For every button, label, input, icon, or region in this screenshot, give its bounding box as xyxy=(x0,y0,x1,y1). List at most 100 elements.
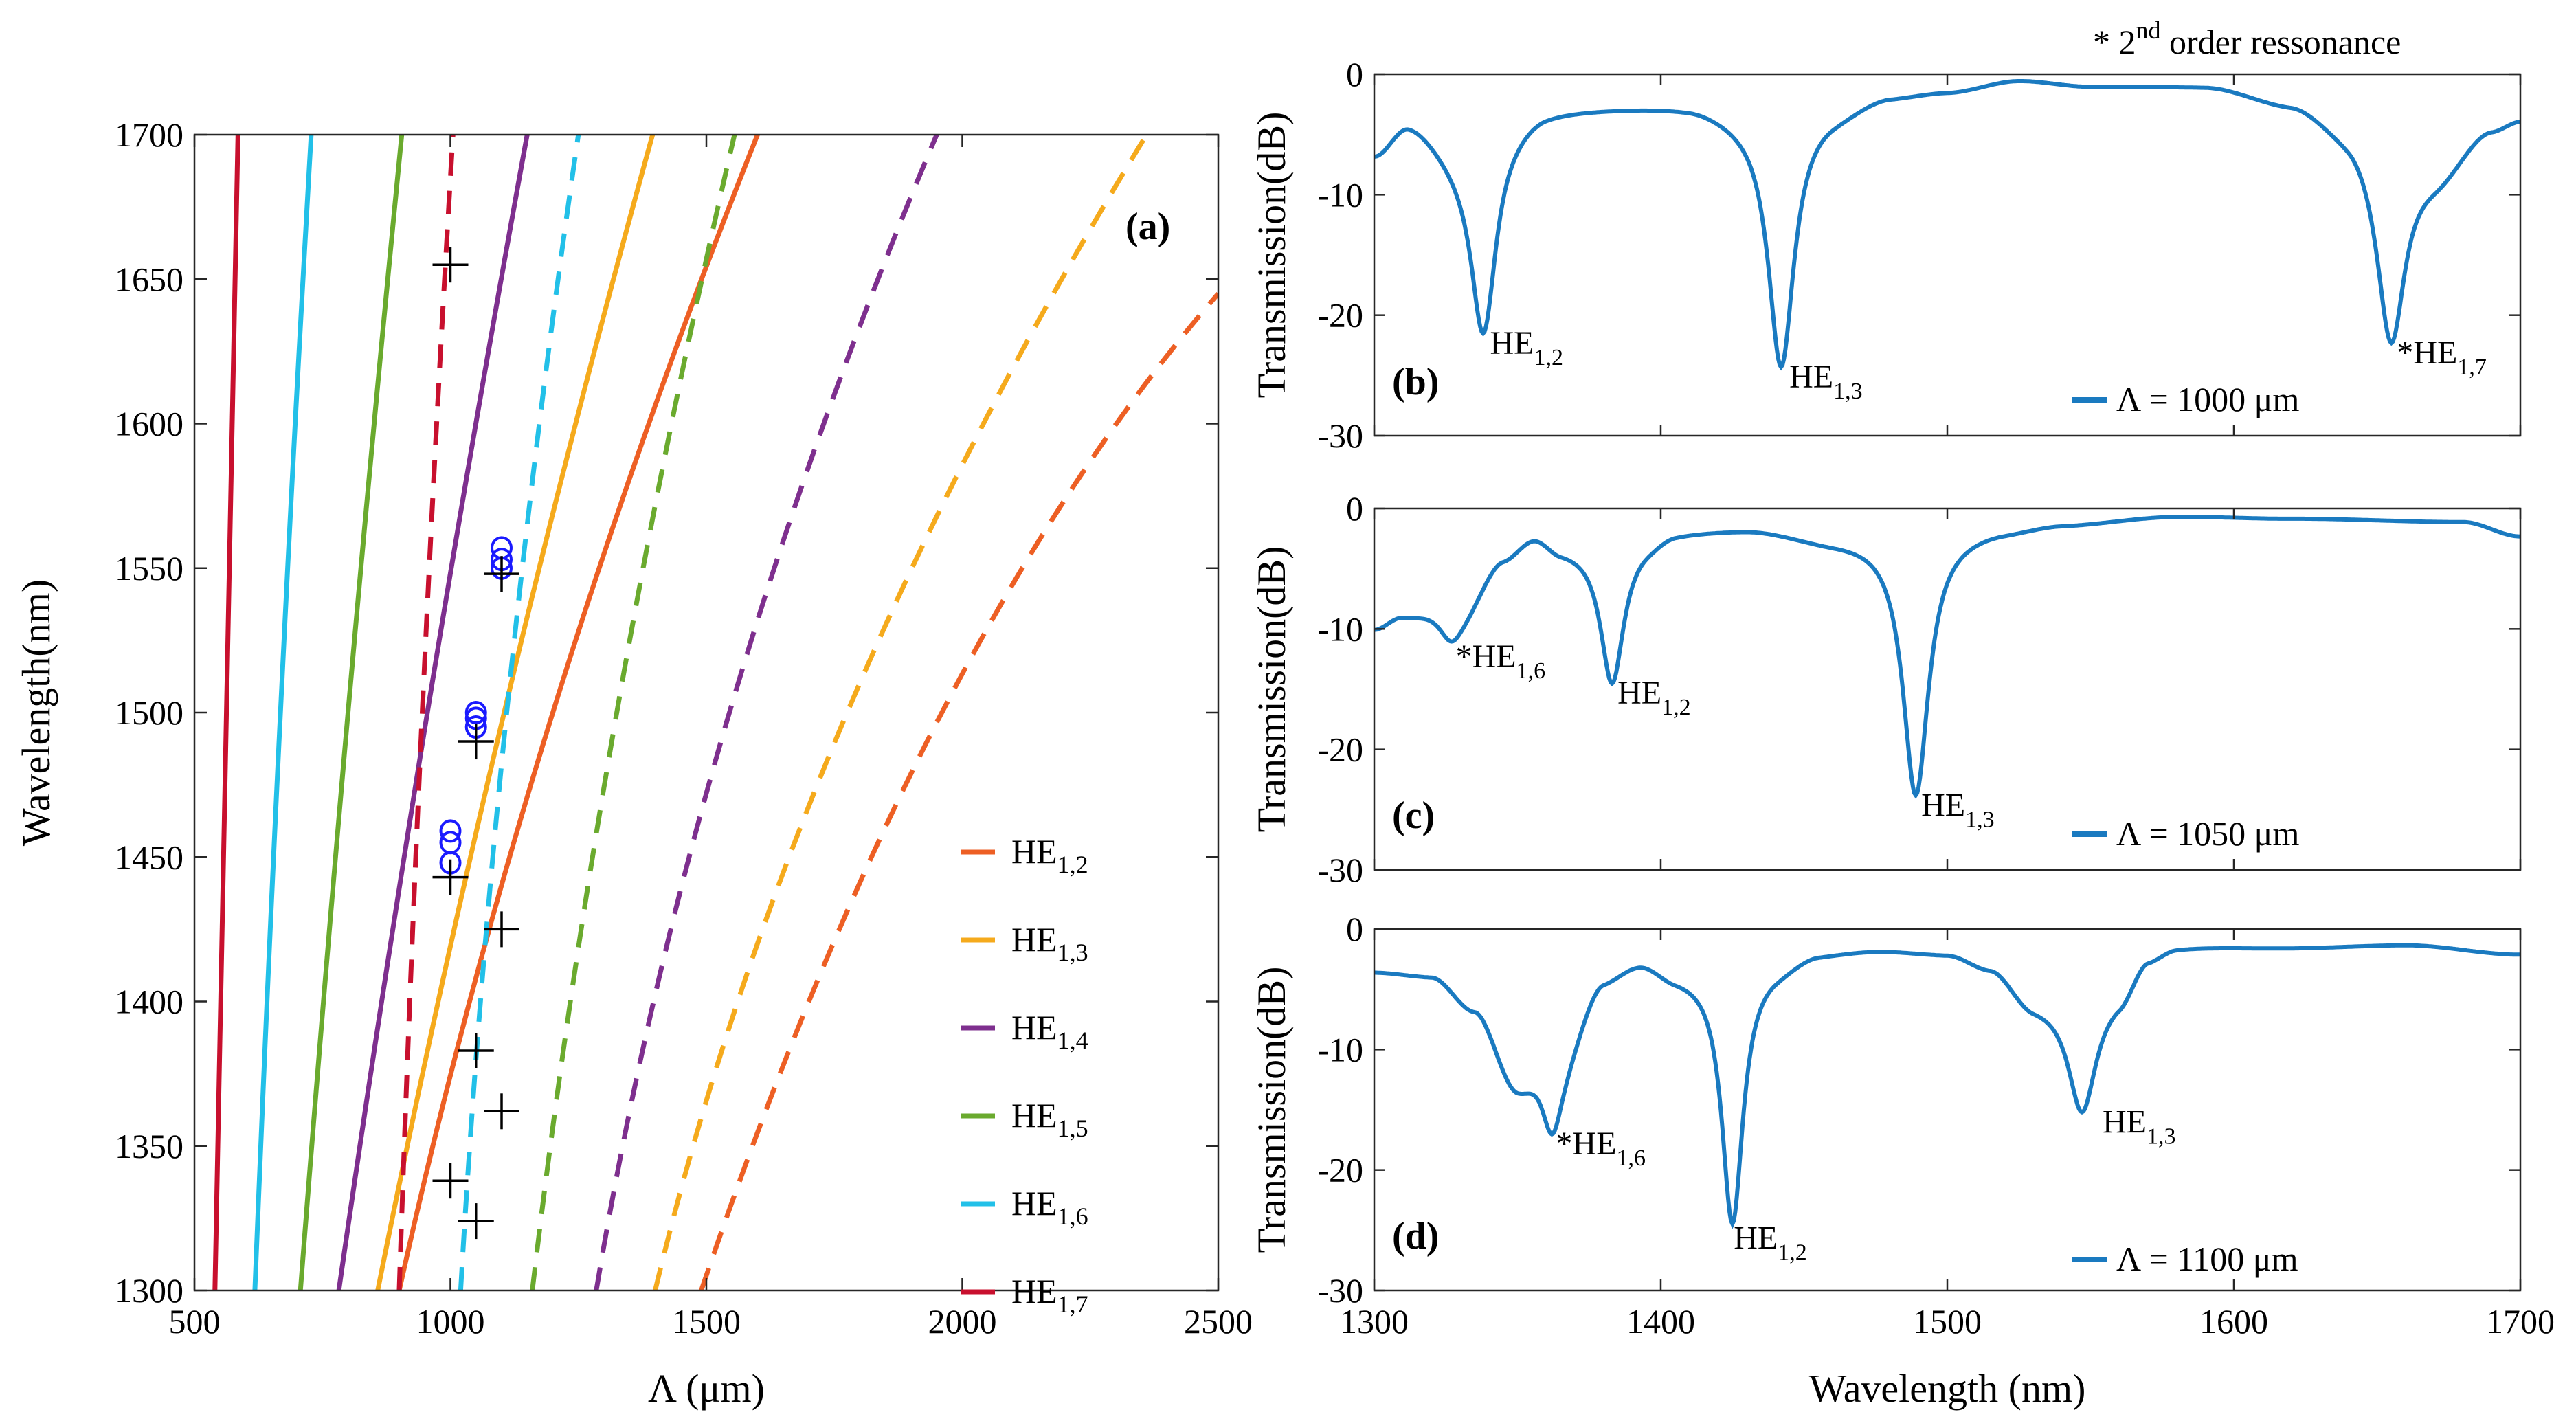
b-ytick-label-2: -20 xyxy=(1317,296,1363,335)
panel-d-transmission: 1300 1400 1500 1600 1700 0 -10 -20 -30 *HE1,6 HE1… xyxy=(1249,910,2555,1411)
a-legend-label-1: HE1,3 xyxy=(1011,920,1088,966)
a-ytick-label-8: 1700 xyxy=(115,115,183,154)
d-xtick-label-3: 1600 xyxy=(2199,1302,2268,1341)
c-dip-label-1: HE1,2 xyxy=(1617,675,1690,720)
a-xtick-label-0: 500 xyxy=(169,1302,221,1341)
a-ticks-group: 500 1000 1500 2000 2500 1300 1350 1400 1450 1500 1… xyxy=(115,115,1253,1341)
c-ytick-label-1: -10 xyxy=(1317,609,1363,648)
d-xtick-label-2: 1500 xyxy=(1913,1302,1982,1341)
c-dip-label-0: *HE1,6 xyxy=(1456,638,1545,684)
d-xtick-label-4: 1700 xyxy=(2486,1302,2555,1341)
a-legend-label-3: HE1,5 xyxy=(1011,1096,1088,1142)
a-ytick-label-4: 1500 xyxy=(115,693,183,732)
c-transmission-trace xyxy=(1374,515,2520,799)
note-suffix: order ressonance xyxy=(2161,23,2401,61)
a-cross-marker-2 xyxy=(432,1163,469,1199)
a-xtick-label-2: 1500 xyxy=(672,1302,741,1341)
b-transmission-trace xyxy=(1374,79,2520,371)
b-legend-text: Λ = 1000 μm xyxy=(2116,380,2299,418)
a-cross-marker-3 xyxy=(458,724,494,760)
b-ticks-group: 0 -10 -20 -30 xyxy=(1317,55,2522,455)
a-y-axis-label: Wavelength(nm) xyxy=(14,579,58,846)
c-ytick-label-3: -30 xyxy=(1317,851,1363,889)
a-cross-marker-4 xyxy=(458,1032,494,1068)
d-ytick-label-2: -20 xyxy=(1317,1151,1363,1189)
c-dip-labels: *HE1,6 HE1,2 HE1,3 xyxy=(1456,638,1995,832)
a-xtick-label-1: 1000 xyxy=(416,1302,485,1341)
a-panel-label: (a) xyxy=(1125,205,1170,248)
a-circle-marker-5 xyxy=(464,701,487,724)
a-legend: HE1,2 HE1,3 HE1,4 HE1,5 HE1,6 HE1,7 xyxy=(961,832,1088,1318)
a-x-axis-label: Λ (μm) xyxy=(648,1366,765,1411)
d-ytick-label-1: -10 xyxy=(1317,1030,1363,1068)
b-dip-label-0: HE1,2 xyxy=(1490,325,1563,370)
panel-c-transmission: 0 -10 -20 -30 *HE1,6 HE1,2 HE1,3 (c) Transmis… xyxy=(1249,489,2522,889)
a-curve-11 xyxy=(699,291,1218,1290)
a-ytick-label-7: 1650 xyxy=(115,260,183,298)
a-legend-label-0: HE1,2 xyxy=(1011,832,1088,878)
d-y-axis-label: Transmission(dB) xyxy=(1249,967,1294,1253)
a-curve-1 xyxy=(252,135,314,1290)
note-superscript: nd xyxy=(2136,16,2161,44)
a-legend-label-5: HE1,7 xyxy=(1011,1272,1088,1318)
a-cross-marker-7 xyxy=(484,911,519,948)
a-curve-9 xyxy=(594,135,939,1290)
a-curve-2 xyxy=(298,135,405,1290)
a-ytick-label-5: 1550 xyxy=(115,549,183,588)
b-dip-label-2: *HE1,7 xyxy=(2397,335,2486,380)
a-circle-marker-2 xyxy=(439,819,462,843)
a-curve-8 xyxy=(530,135,737,1290)
a-ytick-label-0: 1300 xyxy=(115,1271,183,1310)
a-cross-marker-8 xyxy=(484,1093,519,1130)
d-dip-labels: *HE1,6 HE1,2 HE1,3 xyxy=(1556,1104,2176,1266)
b-dip-label-1: HE1,3 xyxy=(1789,359,1862,404)
d-ticks-group: 1300 1400 1500 1600 1700 0 -10 -20 -30 xyxy=(1317,910,2555,1341)
a-ytick-label-1: 1350 xyxy=(115,1127,183,1165)
b-legend: Λ = 1000 μm xyxy=(2072,380,2299,418)
a-curves-group xyxy=(212,135,1218,1290)
a-ytick-label-6: 1600 xyxy=(115,405,183,443)
d-xtick-label-1: 1400 xyxy=(1626,1302,1695,1341)
a-xtick-label-4: 2500 xyxy=(1184,1302,1253,1341)
d-x-axis-label: Wavelength (nm) xyxy=(1809,1366,2086,1411)
a-legend-label-2: HE1,4 xyxy=(1011,1008,1088,1054)
a-ytick-label-3: 1450 xyxy=(115,838,183,876)
c-legend: Λ = 1050 μm xyxy=(2072,814,2299,853)
a-ytick-label-2: 1400 xyxy=(115,983,183,1021)
a-circle-marker-1 xyxy=(439,831,462,855)
c-ytick-label-2: -20 xyxy=(1317,730,1363,769)
d-legend-text: Λ = 1100 μm xyxy=(2116,1240,2298,1278)
a-cross-marker-5 xyxy=(458,1203,494,1240)
b-ytick-label-3: -30 xyxy=(1317,416,1363,455)
second-order-note: * 2nd order ressonance xyxy=(2093,16,2401,61)
note-prefix: * 2 xyxy=(2093,23,2136,61)
d-dip-label-1: HE1,2 xyxy=(1734,1220,1806,1266)
a-curve-0 xyxy=(212,135,240,1290)
panel-b-transmission: 0 -10 -20 -30 HE1,2 HE1,3 *HE1,7 (b) Transmis… xyxy=(1249,55,2522,455)
a-curve-4 xyxy=(375,135,656,1290)
d-ytick-label-3: -30 xyxy=(1317,1271,1363,1310)
c-legend-text: Λ = 1050 μm xyxy=(2116,814,2299,853)
b-panel-label: (b) xyxy=(1392,361,1439,403)
a-curve-7 xyxy=(458,135,581,1290)
a-curve-3 xyxy=(336,135,530,1290)
c-ticks-group: 0 -10 -20 -30 xyxy=(1317,489,2522,889)
b-ytick-label-0: 0 xyxy=(1346,55,1363,93)
d-axis-frame xyxy=(1373,928,2522,1292)
a-cross-marker-1 xyxy=(432,859,469,895)
c-panel-label: (c) xyxy=(1392,794,1435,837)
b-ytick-label-1: -10 xyxy=(1317,175,1363,214)
d-dip-label-0: *HE1,6 xyxy=(1556,1126,1646,1171)
b-y-axis-label: Transmission(dB) xyxy=(1249,112,1294,399)
b-axis-frame xyxy=(1373,73,2522,437)
c-dip-label-2: HE1,3 xyxy=(1921,787,1994,832)
a-markers-group xyxy=(432,247,519,1240)
a-curve-6 xyxy=(396,135,456,1290)
c-y-axis-label: Transmission(dB) xyxy=(1249,546,1294,833)
b-dip-labels: HE1,2 HE1,3 *HE1,7 xyxy=(1490,325,2486,404)
a-curve-5 xyxy=(396,135,760,1290)
d-dip-label-2: HE1,3 xyxy=(2103,1104,2175,1150)
a-curve-10 xyxy=(653,135,1149,1290)
d-xtick-label-0: 1300 xyxy=(1340,1302,1409,1341)
